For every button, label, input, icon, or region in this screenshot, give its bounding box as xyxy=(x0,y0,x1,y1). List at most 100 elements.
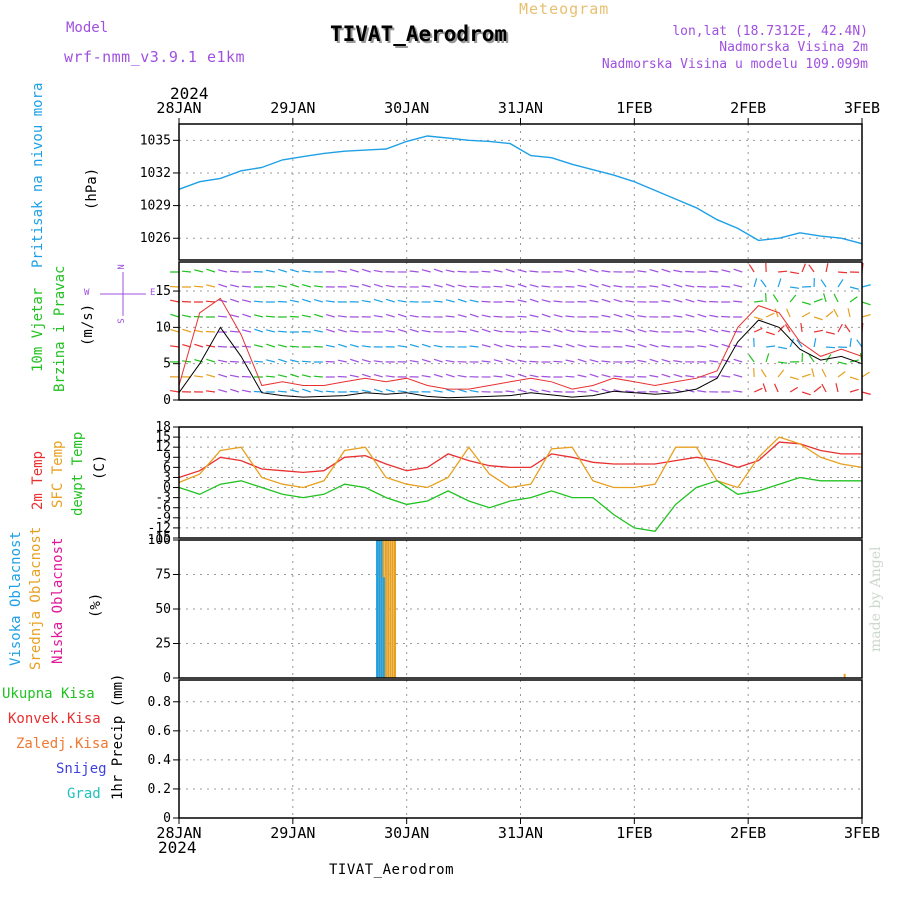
wind-arrow xyxy=(825,310,834,318)
wind-arrow xyxy=(589,283,599,288)
coords-label: lon,lat (18.7312E, 42.4N) xyxy=(672,24,868,39)
wind-arrow xyxy=(253,344,264,348)
wind-arrow xyxy=(778,270,788,273)
wind-arrow xyxy=(445,373,455,378)
wind-arrow xyxy=(529,284,539,288)
wind-arrow xyxy=(373,373,383,378)
cloud-mid-bar xyxy=(384,540,387,678)
wind-arrow xyxy=(821,368,827,378)
wind-arrow xyxy=(541,285,551,288)
wind-arrow xyxy=(313,298,323,303)
wind-arrow xyxy=(433,358,443,363)
wind-arrow xyxy=(457,330,467,333)
wind-arrow xyxy=(325,390,335,393)
wind-arrow xyxy=(289,389,299,393)
wind-arrow xyxy=(613,313,623,318)
wind-arrow xyxy=(493,315,503,318)
wind-arrow xyxy=(445,315,455,318)
wind-arrow xyxy=(170,313,180,318)
wind-arrow xyxy=(218,388,228,393)
wind-arrow xyxy=(786,308,791,318)
wind-arrow xyxy=(565,329,575,333)
wind-arrow xyxy=(661,345,671,348)
cloud-mid-bar xyxy=(843,673,846,678)
wind-gust-line xyxy=(178,297,863,390)
wind-arrow xyxy=(517,315,527,318)
wind-arrow xyxy=(433,284,443,288)
x-tick-bottom-label: 1FEB xyxy=(616,824,652,842)
wind-arrow xyxy=(697,313,707,318)
wind-arrow xyxy=(811,368,815,378)
wind-arrow xyxy=(637,315,647,318)
wind-arrow xyxy=(625,328,635,333)
precip-label-snow: Snijeg xyxy=(56,761,107,777)
x-tick-top-label: 2FEB xyxy=(730,99,766,117)
wind-arrow xyxy=(397,299,407,303)
wind-arrow xyxy=(601,283,611,288)
wind-arrow xyxy=(265,359,276,363)
wind-arrow xyxy=(385,313,395,318)
wind-arrow xyxy=(789,386,799,393)
wind-ytick-label: 5 xyxy=(163,357,171,372)
wind-arrow xyxy=(589,359,599,363)
wind-arrow xyxy=(673,360,683,363)
wind-arrow xyxy=(433,373,443,378)
wind-arrow xyxy=(517,389,527,393)
wind-arrow xyxy=(505,300,515,303)
wind-arrow xyxy=(826,346,836,349)
wind-arrow xyxy=(278,358,288,363)
wind-arrow xyxy=(565,375,575,378)
wind-arrow xyxy=(301,360,311,363)
wind-arrow xyxy=(565,269,575,273)
wind-arrow xyxy=(760,279,767,288)
wind-arrow xyxy=(421,285,431,288)
footer-title: TIVAT_Aerodrom xyxy=(329,862,455,878)
wind-arrow xyxy=(206,268,216,273)
x-tick-top-label: 28JAN xyxy=(156,99,201,117)
wind-arrow xyxy=(361,283,371,288)
precip-frame xyxy=(178,679,863,819)
wind-arrow xyxy=(553,300,563,303)
wind-arrow xyxy=(218,373,228,378)
wind-arrow xyxy=(517,269,527,273)
wind-arrow xyxy=(661,373,671,378)
wind-arrow xyxy=(754,300,764,303)
wind-arrow xyxy=(205,390,216,393)
wind-arrow xyxy=(837,371,846,378)
compass-e: E xyxy=(150,288,156,298)
wind-arrow xyxy=(493,269,503,273)
wind-arrow xyxy=(733,284,743,288)
wind-arrow xyxy=(421,343,431,348)
wind-arrow xyxy=(433,300,443,303)
wind-arrow xyxy=(493,285,503,288)
wind-arrow xyxy=(709,360,719,363)
wind-arrow xyxy=(813,329,824,333)
wind-arrow xyxy=(241,389,252,393)
wind-arrow xyxy=(673,298,683,303)
model-elevation-label: Nadmorska Visina u modelu 109.099m xyxy=(601,57,868,72)
wind-arrow xyxy=(553,390,563,393)
precip-ytick-label: 0.8 xyxy=(148,695,171,710)
wind-arrow xyxy=(445,359,455,363)
wind-arrow xyxy=(847,308,851,318)
wind-arrow xyxy=(529,360,539,363)
wind-arrow xyxy=(613,285,623,288)
wind-arrow xyxy=(801,373,811,378)
wind-arrow xyxy=(170,345,180,348)
wind-arrow xyxy=(861,371,870,378)
wind-arrow xyxy=(481,328,491,333)
wind-arrow xyxy=(837,279,844,288)
wind-arrow xyxy=(313,285,323,288)
wind-arrow xyxy=(517,345,527,348)
wind-arrow xyxy=(649,374,659,378)
wind-arrow xyxy=(457,314,467,318)
wind-arrow xyxy=(314,313,323,318)
year-bottom: 2024 xyxy=(158,838,197,857)
wind-arrow xyxy=(784,323,791,333)
wind-arrow xyxy=(764,292,767,303)
wind-arrow xyxy=(337,359,347,363)
x-tick-bottom-label: 31JAN xyxy=(498,824,543,842)
wind-arrow xyxy=(194,329,204,333)
wind-arrow xyxy=(849,296,858,303)
wind-arrow xyxy=(849,388,859,393)
